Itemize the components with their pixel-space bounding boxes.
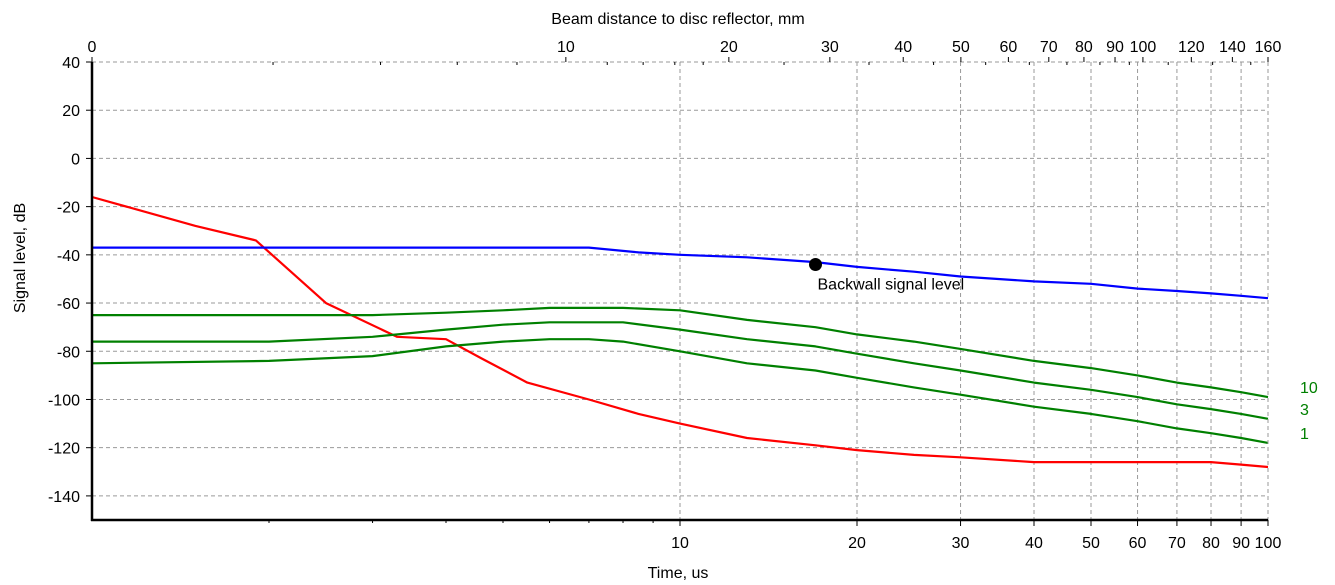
tick-labels: 40 20 0 -20 -40 -60 -80 -100 -120 -140 10 20 30 40 50 6… (48, 39, 1281, 552)
top-tick-label: 90 (1106, 39, 1124, 56)
series-line-0 (91, 195, 1269, 469)
x-tick-label: 100 (1255, 535, 1282, 552)
y-tick-label: 0 (71, 151, 80, 168)
top-tick-label: 70 (1040, 39, 1058, 56)
y-tick-label: -100 (48, 392, 80, 409)
x-tick-label: 10 (671, 535, 689, 552)
top-tick-label: 100 (1130, 39, 1157, 56)
tick-marks (86, 57, 1269, 526)
x-tick-label: 30 (952, 535, 970, 552)
curve-label: 1 (1300, 426, 1309, 443)
y-tick-label: -80 (57, 344, 80, 361)
y-axis-title: Signal level, dB (12, 203, 29, 313)
series-line-2 (92, 306, 1269, 399)
y-tick-label: -20 (57, 200, 80, 217)
y-tick-label: 20 (62, 103, 80, 120)
top-tick-label: 160 (1255, 39, 1282, 56)
x-tick-label: 90 (1232, 535, 1250, 552)
x-tick-label: 70 (1168, 535, 1186, 552)
series-line-1 (92, 246, 1269, 300)
top-tick-label: 140 (1219, 39, 1246, 56)
top-tick-label: 120 (1178, 39, 1205, 56)
backwall-annotation: Backwall signal level (818, 276, 965, 293)
y-tick-label: 40 (62, 55, 80, 72)
series-line-3 (92, 321, 1269, 420)
annotations: Backwall signal level 10 3 1 (809, 257, 1318, 443)
x-axis-title: Time, us (648, 565, 709, 582)
top-tick-label: 60 (999, 39, 1017, 56)
x-tick-label: 20 (848, 535, 866, 552)
y-tick-label: -140 (48, 489, 80, 506)
backwall-marker (809, 257, 823, 271)
curve-label: 10 (1300, 380, 1318, 397)
y-tick-label: -120 (48, 441, 80, 458)
curve-label: 3 (1300, 402, 1309, 419)
x-tick-label: 50 (1082, 535, 1100, 552)
x-tick-label: 60 (1129, 535, 1147, 552)
y-tick-label: -40 (57, 248, 80, 265)
top-axis-title: Beam distance to disc reflector, mm (551, 11, 804, 28)
top-tick-label: 0 (88, 39, 97, 56)
top-tick-label: 50 (952, 39, 970, 56)
top-tick-label: 40 (894, 39, 912, 56)
x-tick-label: 40 (1025, 535, 1043, 552)
top-tick-label: 20 (720, 39, 738, 56)
series-line-4 (91, 338, 1269, 444)
x-tick-label: 80 (1202, 535, 1220, 552)
y-tick-label: -60 (57, 296, 80, 313)
top-tick-label: 80 (1075, 39, 1093, 56)
top-tick-label: 30 (821, 39, 839, 56)
series-layer (91, 195, 1269, 469)
top-tick-label: 10 (557, 39, 575, 56)
